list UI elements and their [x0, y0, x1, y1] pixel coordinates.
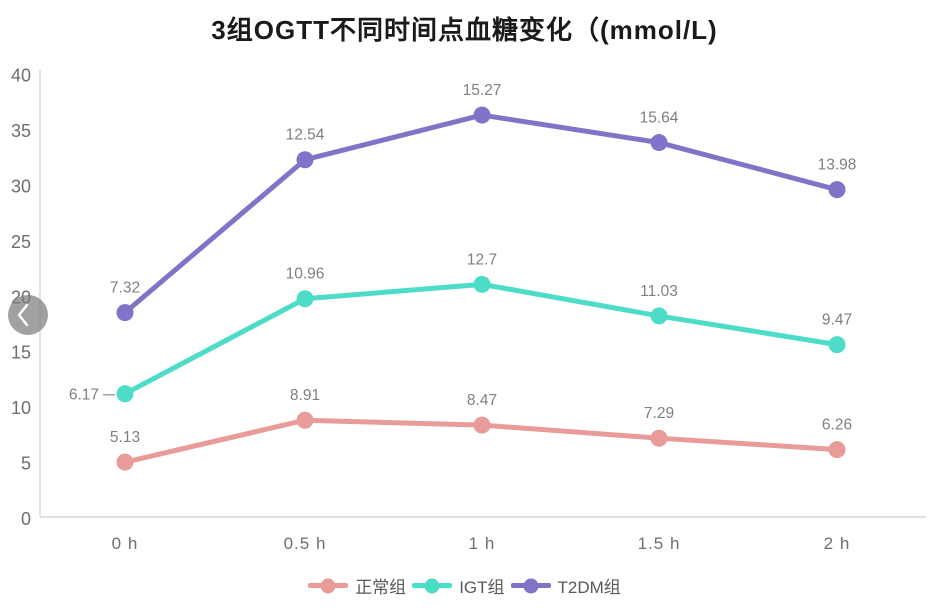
data-label: 6.17 [69, 387, 99, 404]
chart-legend: 正常组 IGT组 T2DM组 [0, 573, 929, 598]
x-tick-label: 2 h [824, 534, 851, 553]
data-label: 8.91 [290, 387, 320, 404]
y-tick-label: 0 [21, 509, 31, 529]
data-label: 5.13 [110, 429, 140, 446]
data-point [650, 134, 668, 152]
data-point [473, 106, 491, 124]
data-label: 7.32 [110, 280, 140, 297]
data-point [296, 411, 314, 429]
data-point [828, 336, 846, 354]
y-tick-label: 30 [11, 176, 31, 196]
data-point [650, 307, 668, 325]
data-label: 13.98 [818, 157, 857, 174]
data-point [828, 181, 846, 199]
x-tick-label: 1.5 h [638, 534, 681, 553]
data-point [473, 416, 491, 434]
data-label: 15.64 [640, 110, 679, 127]
legend-label: 正常组 [355, 578, 407, 597]
legend-item-T2DM组: T2DM组 [510, 573, 621, 598]
legend-marker-icon [510, 578, 551, 593]
data-label: 11.03 [640, 283, 678, 300]
data-point [296, 290, 314, 308]
data-label: 12.7 [467, 251, 497, 268]
legend-marker-icon [308, 578, 349, 593]
x-tick-label: 0 h [112, 534, 139, 553]
legend-item-IGT组: IGT组 [412, 573, 505, 598]
x-tick-label: 1 h [469, 534, 496, 553]
y-tick-label: 10 [11, 398, 31, 418]
data-point [828, 441, 846, 459]
data-point [116, 453, 134, 471]
data-label: 12.54 [286, 127, 325, 144]
legend-label: IGT组 [459, 578, 505, 597]
data-point [116, 385, 134, 403]
legend-item-正常组: 正常组 [308, 573, 406, 598]
data-label: 10.96 [286, 266, 325, 283]
data-point [296, 151, 314, 169]
data-label: 9.47 [822, 312, 852, 329]
y-tick-label: 40 [11, 66, 31, 86]
y-tick-label: 25 [11, 232, 31, 252]
y-tick-label: 35 [11, 121, 31, 141]
x-tick-label: 0.5 h [284, 534, 327, 553]
y-tick-label: 5 [21, 454, 31, 474]
data-label: 6.26 [822, 417, 852, 434]
data-point [473, 275, 491, 293]
data-point [116, 304, 134, 322]
data-point [650, 429, 668, 447]
chart-title: 3组OGTT不同时间点血糖变化（(mmol/L) [211, 15, 718, 45]
legend-label: T2DM组 [557, 578, 621, 597]
legend-marker-icon [412, 578, 453, 593]
y-tick-label: 15 [11, 343, 31, 363]
back-button[interactable] [8, 295, 48, 335]
chevron-left-icon [17, 303, 29, 327]
series-line-IGT组 [122, 281, 840, 397]
data-label: 8.47 [467, 392, 497, 409]
data-label: 15.27 [463, 82, 502, 99]
data-label: 7.29 [644, 405, 674, 422]
